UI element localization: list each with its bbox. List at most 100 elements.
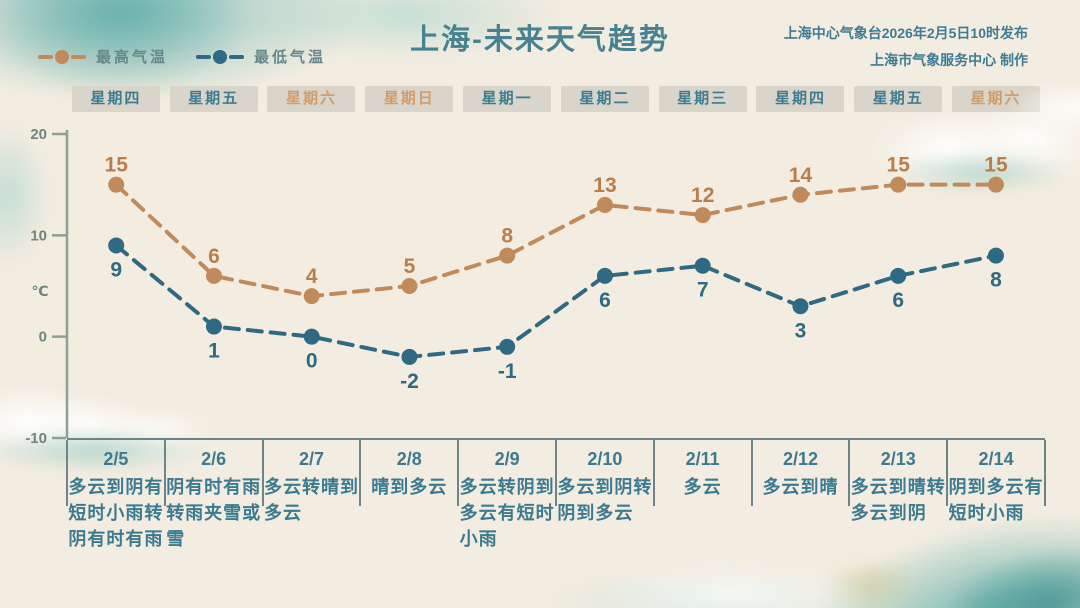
column-divider bbox=[652, 440, 655, 506]
column-divider bbox=[750, 440, 753, 506]
day-tab-cell: 星期三 bbox=[654, 86, 752, 112]
column-divider bbox=[359, 440, 362, 506]
weather-description-text: 多云 bbox=[683, 477, 722, 497]
day-tab: 星期二 bbox=[560, 86, 649, 112]
day-tab: 星期日 bbox=[365, 86, 454, 112]
publisher-line-1: 上海中心气象台2026年2月5日10时发布 bbox=[783, 25, 1028, 41]
high-value-label: 14 bbox=[789, 164, 813, 187]
date-label: 2/7 bbox=[298, 449, 324, 469]
high-value-label: 12 bbox=[691, 184, 714, 207]
high-data-point bbox=[499, 247, 516, 264]
low-value-label: 7 bbox=[697, 279, 709, 302]
day-tab: 星期一 bbox=[463, 86, 552, 112]
low-data-point bbox=[792, 298, 809, 315]
column-divider bbox=[554, 440, 557, 506]
y-axis-unit-label: ℃ bbox=[32, 283, 49, 299]
date-label: 2/8 bbox=[396, 449, 422, 469]
weather-table-column: 2/9 多云转阴到 多云有短时 小雨 bbox=[457, 440, 556, 604]
date-label: 2/11 bbox=[685, 449, 720, 469]
publisher-info: 上海中心气象台2026年2月5日10时发布 上海市气象服务中心 制作 bbox=[784, 20, 1028, 74]
y-tick-label: 0 bbox=[39, 329, 47, 346]
weather-table-column: 2/14 阴到多云有 短时小雨 bbox=[946, 440, 1045, 604]
low-value-label: 9 bbox=[110, 258, 122, 281]
weather-description-text: 多云转阴到 多云有短时 小雨 bbox=[459, 477, 555, 549]
weather-table-column: 2/12 多云到晴 bbox=[750, 440, 850, 604]
low-data-point bbox=[987, 247, 1004, 264]
weather-table-column: 2/11 多云 bbox=[652, 440, 752, 604]
weather-description-text: 阴有时有雨 转雨夹雪或雪 bbox=[166, 477, 262, 549]
date-label: 2/5 bbox=[103, 449, 129, 469]
day-tab-cell: 星期四 bbox=[752, 86, 850, 112]
weather-table-column: 2/10 多云到阴转 阴到多云 bbox=[554, 440, 654, 604]
high-data-point bbox=[890, 176, 907, 193]
weather-table-column: 2/5 多云到阴有 短时小雨转 阴有时有雨 bbox=[66, 440, 165, 604]
low-data-point bbox=[205, 318, 222, 335]
low-value-label: 6 bbox=[599, 289, 611, 312]
y-tick-label: -10 bbox=[25, 430, 47, 447]
weather-description: 多云到阴转 阴到多云 bbox=[556, 474, 654, 526]
low-data-point bbox=[401, 348, 418, 365]
high-data-point bbox=[401, 278, 418, 294]
y-tick-label: 10 bbox=[30, 227, 47, 244]
high-data-point bbox=[205, 267, 222, 284]
high-value-label: 15 bbox=[887, 154, 911, 177]
low-data-point bbox=[108, 237, 125, 254]
date-label: 2/13 bbox=[880, 449, 916, 469]
low-value-label: 1 bbox=[208, 340, 220, 363]
column-divider bbox=[1044, 440, 1046, 506]
weather-description: 多云 bbox=[654, 474, 752, 500]
high-value-label: 5 bbox=[404, 255, 416, 278]
weather-table-column: 2/8 晴到多云 bbox=[359, 440, 458, 604]
low-data-point bbox=[596, 267, 613, 284]
weather-description: 多云到晴 bbox=[752, 474, 850, 500]
weather-description-text: 晴到多云 bbox=[371, 477, 448, 497]
weather-description: 晴到多云 bbox=[360, 474, 458, 500]
date-label: 2/14 bbox=[978, 449, 1014, 469]
high-value-label: 6 bbox=[208, 245, 220, 268]
low-value-label: 6 bbox=[892, 289, 904, 312]
weather-table-column: 2/6 阴有时有雨 转雨夹雪或雪 bbox=[163, 440, 263, 604]
high-series-line bbox=[114, 182, 998, 299]
weather-description-text: 多云到晴 bbox=[762, 477, 839, 497]
weather-description: 多云转阴到 多云有短时 小雨 bbox=[458, 474, 556, 552]
high-value-label: 15 bbox=[105, 154, 129, 177]
weather-description: 阴有时有雨 转雨夹雪或雪 bbox=[165, 474, 263, 552]
high-value-label: 13 bbox=[593, 174, 616, 197]
date-label: 2/12 bbox=[782, 449, 818, 469]
high-value-label: 8 bbox=[501, 225, 513, 248]
day-tab: 星期四 bbox=[756, 86, 845, 112]
weather-description-text: 多云转晴到 多云 bbox=[263, 477, 359, 523]
low-value-label: 8 bbox=[990, 269, 1002, 292]
day-tab-cell: 星期二 bbox=[556, 86, 654, 112]
day-tab-cell: 星期日 bbox=[360, 86, 458, 112]
low-data-point bbox=[890, 267, 907, 284]
column-divider bbox=[848, 440, 851, 506]
day-tab: 星期五 bbox=[854, 86, 943, 112]
publisher-line-2: 上海市气象服务中心 制作 bbox=[870, 52, 1028, 68]
weather-table-column: 2/7 多云转晴到 多云 bbox=[261, 440, 361, 604]
low-series-line bbox=[114, 243, 998, 359]
weather-description-text: 多云到阴转 阴到多云 bbox=[557, 477, 653, 523]
column-divider bbox=[261, 440, 264, 506]
high-data-point bbox=[108, 176, 125, 193]
high-data-point bbox=[987, 176, 1004, 193]
high-data-point bbox=[694, 207, 711, 224]
low-value-label: 3 bbox=[795, 319, 807, 342]
low-value-label: 0 bbox=[306, 350, 318, 373]
day-tab-cell: 星期一 bbox=[458, 86, 556, 112]
weather-description: 多云到阴有 短时小雨转 阴有时有雨 bbox=[67, 474, 165, 552]
day-tab-cell: 星期五 bbox=[849, 86, 947, 112]
high-data-point bbox=[792, 186, 809, 203]
column-divider bbox=[946, 440, 949, 506]
low-data-point bbox=[694, 257, 711, 274]
date-label: 2/9 bbox=[494, 449, 520, 469]
day-tab: 星期三 bbox=[658, 86, 747, 112]
y-tick-label: 20 bbox=[30, 126, 47, 143]
date-label: 2/10 bbox=[587, 449, 623, 469]
weather-table-column: 2/13 多云到晴转 多云到阴 bbox=[848, 440, 947, 604]
weather-description-text: 阴到多云有 短时小雨 bbox=[948, 477, 1044, 523]
low-value-label: -2 bbox=[400, 370, 419, 393]
low-value-label: -1 bbox=[498, 360, 517, 383]
weather-description: 阴到多云有 短时小雨 bbox=[947, 474, 1045, 526]
